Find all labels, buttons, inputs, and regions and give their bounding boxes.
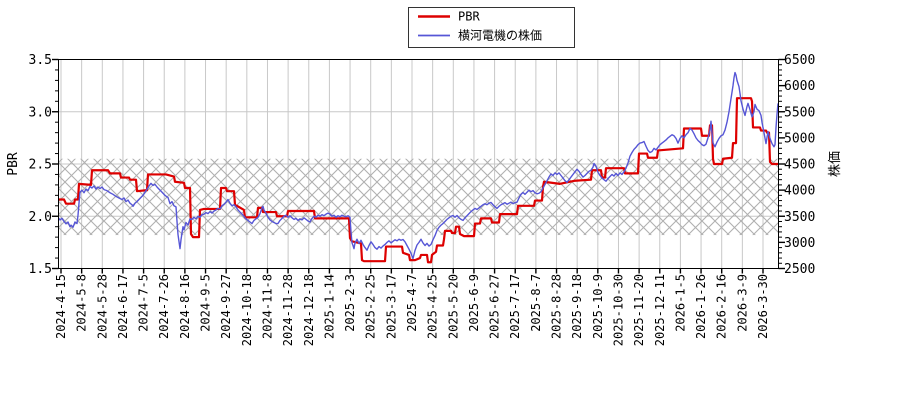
x-tick-label: 2026-3-30 xyxy=(756,274,770,339)
y-tick-label-right: 3500 xyxy=(784,210,815,225)
y-axis-title-right: 株価 xyxy=(828,151,843,177)
x-tick-label: 2024-7-5 xyxy=(137,274,151,332)
x-tick-label: 2025-8-28 xyxy=(550,274,564,339)
y-tick-label-right: 5500 xyxy=(784,105,815,120)
y-tick-label-right: 4500 xyxy=(784,158,815,173)
y-tick-label-right: 3000 xyxy=(784,236,815,251)
x-tick-label: 2025-11-20 xyxy=(632,274,646,346)
y-tick-label-left: 1.5 xyxy=(29,262,52,277)
x-tick-label: 2025-6-27 xyxy=(488,274,502,339)
x-tick-label: 2024-11-28 xyxy=(281,274,295,346)
y-tick-label-right: 6000 xyxy=(784,79,815,94)
x-tick-label: 2026-1-5 xyxy=(673,274,687,332)
legend-price-label: 横河電機の株価 xyxy=(458,28,542,43)
y-tick-label-left: 2.0 xyxy=(29,210,52,225)
pbr-line xyxy=(58,97,778,264)
x-tick-label: 2025-5-20 xyxy=(446,274,460,339)
series-layer xyxy=(58,71,779,264)
legend: PBR 横河電機の株価 xyxy=(408,7,575,48)
y-tick-label-right: 6500 xyxy=(784,53,815,68)
x-tick-label: 2024-5-8 xyxy=(75,274,89,332)
x-tick-label: 2026-3-9 xyxy=(735,274,749,332)
x-tick-label: 2025-12-11 xyxy=(653,274,667,346)
x-tick-label: 2024-11-8 xyxy=(260,274,274,339)
x-tick-label: 2025-10-30 xyxy=(611,274,625,346)
x-tick-label: 2025-9-18 xyxy=(570,274,584,339)
y-tick-label-left: 2.5 xyxy=(29,158,52,173)
y-tick-label-right: 2500 xyxy=(784,262,815,277)
x-tick-label: 2025-4-7 xyxy=(405,274,419,332)
x-tick-label: 2024-9-27 xyxy=(219,274,233,339)
x-tick-label: 2025-10-9 xyxy=(591,274,605,339)
x-tick-label: 2024-7-26 xyxy=(157,274,171,339)
axis-label-layer: 2024-4-15 2024-5-8 2024-5-28 2024-6-17 2024-… xyxy=(29,53,816,346)
x-tick-label: 2025-1-14 xyxy=(322,274,336,339)
pbr-range-hatch-band xyxy=(58,158,779,236)
tick-layer xyxy=(52,58,785,274)
x-tick-label: 2025-2-3 xyxy=(343,274,357,332)
x-tick-label: 2024-5-28 xyxy=(95,274,109,339)
price-line xyxy=(58,71,779,260)
x-tick-label: 2024-6-17 xyxy=(116,274,130,339)
x-tick-label: 2024-8-16 xyxy=(178,274,192,339)
x-tick-label: 2024-10-18 xyxy=(240,274,254,346)
x-tick-label: 2026-2-16 xyxy=(715,274,729,339)
y-axis-title-left: PBR xyxy=(6,152,21,176)
x-tick-label: 2025-8-7 xyxy=(529,274,543,332)
legend-pbr-label: PBR xyxy=(458,10,480,24)
x-tick-label: 2026-1-26 xyxy=(694,274,708,339)
x-tick-label: 2025-4-25 xyxy=(426,274,440,339)
y-tick-label-left: 3.0 xyxy=(29,105,52,120)
x-tick-label: 2024-4-15 xyxy=(54,274,68,339)
x-tick-label: 2025-3-17 xyxy=(384,274,398,339)
legend-box xyxy=(408,7,575,48)
x-tick-label: 2024-9-5 xyxy=(199,274,213,332)
x-tick-label: 2025-6-9 xyxy=(467,274,481,332)
y-tick-label-right: 5000 xyxy=(784,131,815,146)
x-tick-label: 2025-7-17 xyxy=(508,274,522,339)
x-tick-label: 2025-2-25 xyxy=(364,274,378,339)
y-tick-label-left: 3.5 xyxy=(29,53,52,68)
x-tick-label: 2024-12-18 xyxy=(302,274,316,346)
y-tick-label-right: 4000 xyxy=(784,184,815,199)
